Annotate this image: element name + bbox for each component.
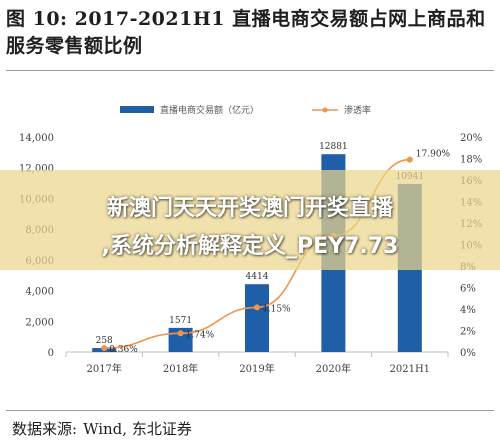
source-value: Wind, 东北证券 [83, 420, 192, 438]
x-tick-label: 2021H1 [390, 364, 431, 375]
y-right-tick-label: 6% [460, 284, 476, 295]
figure-title: 图 10: 2017-2021H1 直播电商交易额占网上商品和服务零售额比例 [6, 8, 486, 57]
bar-value-label: 4414 [246, 272, 269, 282]
legend-line-label: 渗透率 [344, 104, 371, 116]
y-right-tick-label: 18% [460, 155, 482, 166]
line-point [406, 156, 413, 163]
banner-line-2: ,系统分析解释定义_PEY7.73 [101, 234, 399, 259]
bar [245, 284, 269, 352]
legend-bar-swatch [120, 106, 154, 113]
bar-value-label: 258 [96, 336, 113, 346]
bar-value-label: 12881 [319, 142, 348, 152]
y-left-tick-label: 0 [48, 348, 54, 359]
source-label: 数据来源: [12, 420, 78, 438]
y-left-tick-label: 2,000 [25, 317, 54, 328]
source-divider [6, 410, 494, 411]
y-left-tick-label: 14,000 [19, 133, 54, 144]
x-tick-label: 2020年 [316, 362, 351, 375]
x-tick-label: 2017年 [86, 362, 121, 375]
title-divider [6, 70, 494, 71]
y-left-tick-label: 4,000 [25, 287, 54, 298]
line-value-label: 1.74% [186, 330, 215, 340]
banner-line-1: 新澳门天天开奖澳门开奖直播 [106, 196, 393, 221]
line-value-label: 4.15% [262, 304, 291, 314]
legend-line-marker [322, 107, 328, 113]
y-right-tick-label: 20% [460, 133, 482, 144]
line-point [101, 345, 108, 352]
line-point [177, 330, 184, 337]
line-value-label: 17.90% [416, 150, 451, 160]
bar-value-label: 1571 [169, 316, 192, 326]
legend-bar-label: 直播电商交易额（亿元） [160, 104, 259, 116]
x-tick-label: 2019年 [239, 362, 274, 375]
line-value-label: 0.36% [109, 345, 138, 355]
y-right-tick-label: 2% [460, 327, 476, 338]
y-right-tick-label: 4% [460, 305, 476, 316]
x-tick-label: 2018年 [163, 362, 198, 375]
line-point [254, 304, 260, 311]
y-left-tick-label: 12,000 [19, 164, 54, 175]
source-note: 数据来源: Wind, 东北证券 [12, 418, 198, 439]
y-right-tick-label: 0% [460, 348, 476, 359]
overlay-banner [0, 170, 500, 270]
